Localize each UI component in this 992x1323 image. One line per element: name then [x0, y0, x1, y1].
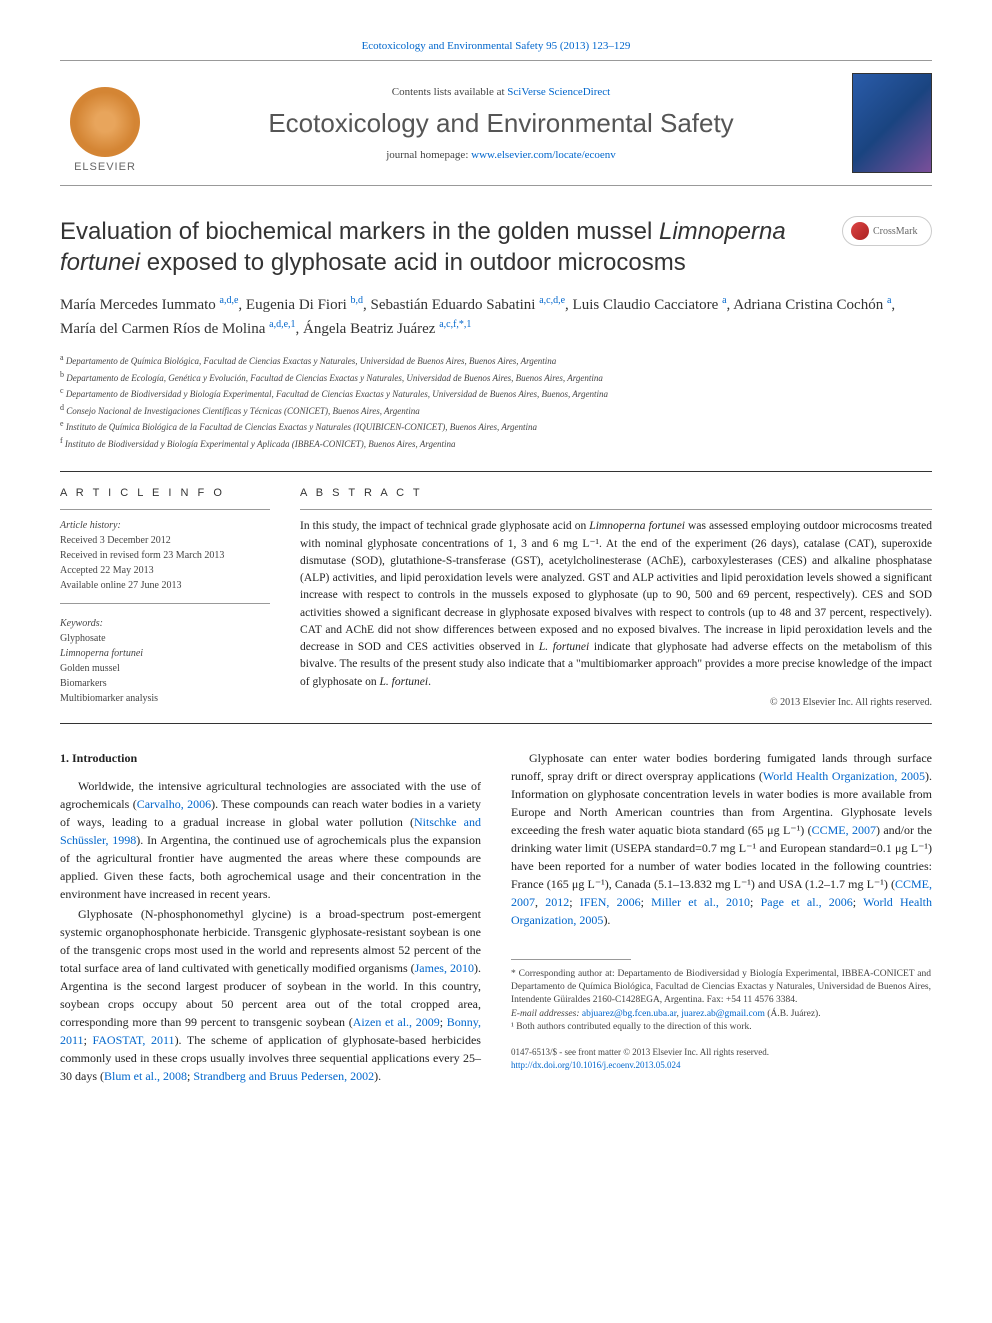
doi-link[interactable]: http://dx.doi.org/10.1016/j.ecoenv.2013.… — [511, 1060, 681, 1070]
sciencedirect-link[interactable]: SciVerse ScienceDirect — [507, 86, 610, 98]
crossmark-icon — [851, 222, 869, 240]
journal-name: Ecotoxicology and Environmental Safety — [150, 108, 852, 139]
abstract-head: A B S T R A C T — [300, 487, 932, 499]
abstract-copyright: © 2013 Elsevier Inc. All rights reserved… — [300, 697, 932, 708]
crossmark-badge[interactable]: CrossMark — [842, 216, 932, 246]
keywords: Keywords: GlyphosateLimnoperna fortuneiG… — [60, 616, 270, 706]
article-history: Article history: Received 3 December 201… — [60, 518, 270, 593]
elsevier-tree-icon — [70, 87, 140, 157]
intro-heading: 1. Introduction — [60, 749, 481, 767]
journal-cover-icon — [852, 73, 932, 173]
email-link-1[interactable]: abjuarez@bg.fcen.uba.ar — [582, 1009, 677, 1019]
citation-link[interactable]: Ecotoxicology and Environmental Safety 9… — [362, 40, 631, 52]
footer-info: 0147-6513/$ - see front matter © 2013 El… — [511, 1046, 931, 1071]
abstract-text: In this study, the impact of technical g… — [300, 518, 932, 691]
top-citation: Ecotoxicology and Environmental Safety 9… — [60, 40, 932, 52]
body-paragraph: Worldwide, the intensive agricultural te… — [60, 777, 481, 903]
body-paragraph: Glyphosate (N-phosphonomethyl glycine) i… — [60, 905, 481, 1085]
publisher-name: ELSEVIER — [74, 161, 136, 173]
body-paragraph: Glyphosate can enter water bodies border… — [511, 749, 932, 929]
issn-line: 0147-6513/$ - see front matter © 2013 El… — [511, 1046, 931, 1059]
publisher-logo: ELSEVIER — [60, 73, 150, 173]
homepage-link[interactable]: www.elsevier.com/locate/ecoenv — [471, 149, 616, 161]
email-line: E-mail addresses: abjuarez@bg.fcen.uba.a… — [511, 1008, 931, 1021]
email-link-2[interactable]: juarez.ab@gmail.com — [681, 1009, 765, 1019]
equal-contribution-note: ¹ Both authors contributed equally to th… — [511, 1021, 931, 1034]
article-title: Evaluation of biochemical markers in the… — [60, 216, 932, 278]
corresponding-author-note: * Corresponding author at: Departamento … — [511, 968, 931, 1008]
affiliations: a Departamento de Química Biológica, Fac… — [60, 352, 932, 451]
journal-header: ELSEVIER Contents lists available at Sci… — [60, 60, 932, 186]
homepage-line: journal homepage: www.elsevier.com/locat… — [150, 149, 852, 161]
article-info-head: A R T I C L E I N F O — [60, 487, 270, 499]
authors-list: María Mercedes Iummato a,d,e, Eugenia Di… — [60, 293, 932, 340]
footnotes: * Corresponding author at: Departamento … — [511, 968, 931, 1034]
contents-line: Contents lists available at SciVerse Sci… — [150, 86, 852, 98]
